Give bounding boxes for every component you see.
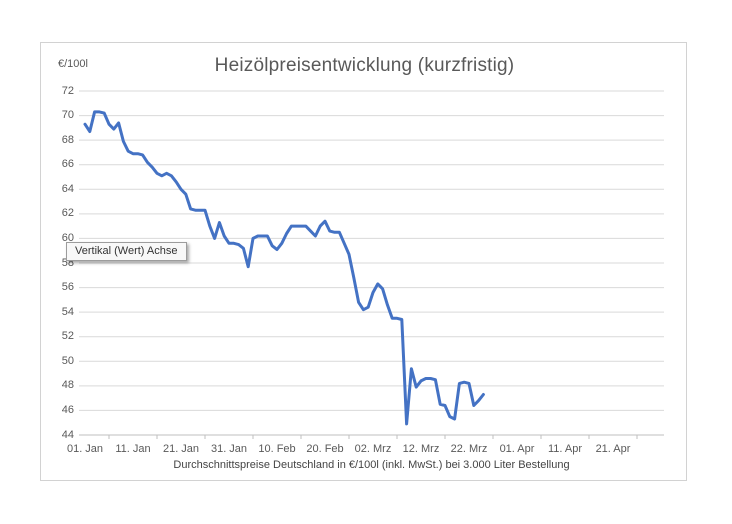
x-axis-label: 31. Jan (210, 443, 248, 455)
x-axis-label: 11. Apr (547, 443, 583, 455)
y-axis-label: 48 (61, 379, 74, 392)
y-axis-label: 50 (61, 354, 74, 367)
x-axis-label: 20. Feb (306, 443, 344, 455)
y-axis-label: 62 (61, 207, 74, 220)
x-axis-label: 10. Feb (258, 443, 296, 455)
x-axis-label: 01. Apr (499, 443, 535, 455)
chart-title[interactable]: Heizölpreisentwicklung (kurzfristig) (214, 55, 515, 76)
chart-area[interactable]: Heizölpreisentwicklung (kurzfristig) €/1… (40, 42, 687, 481)
y-axis-label: 44 (61, 428, 74, 441)
x-axis-label: 21. Jan (162, 443, 200, 455)
y-axis-label: 60 (61, 231, 74, 244)
y-axis-label: 68 (61, 133, 74, 146)
x-axis-label: 11. Jan (115, 443, 151, 455)
y-axis-label: 64 (61, 182, 74, 195)
x-axis-title[interactable]: Durchschnittspreise Deutschland in €/100… (173, 459, 570, 471)
price-line[interactable] (83, 110, 485, 426)
axis-tooltip: Vertikal (Wert) Achse (66, 242, 187, 261)
y-axis-label: 70 (61, 109, 74, 122)
y-axis-label: 54 (61, 305, 74, 318)
y-axis-label: 72 (61, 84, 74, 97)
y-axis-label: 46 (61, 403, 74, 416)
y-axis-label: 52 (61, 330, 74, 343)
x-axis-label: 01. Jan (66, 443, 104, 455)
x-axis-label: 12. Mrz (402, 443, 440, 455)
x-axis-label: 22. Mrz (450, 443, 488, 455)
y-axis-label: 66 (61, 158, 74, 171)
y-axis-unit-label: €/100l (58, 58, 88, 70)
x-axis-label: 02. Mrz (354, 443, 392, 455)
x-axis-label: 21. Apr (595, 443, 631, 455)
y-axis-label: 56 (61, 281, 74, 294)
plot-area[interactable] (41, 43, 688, 482)
